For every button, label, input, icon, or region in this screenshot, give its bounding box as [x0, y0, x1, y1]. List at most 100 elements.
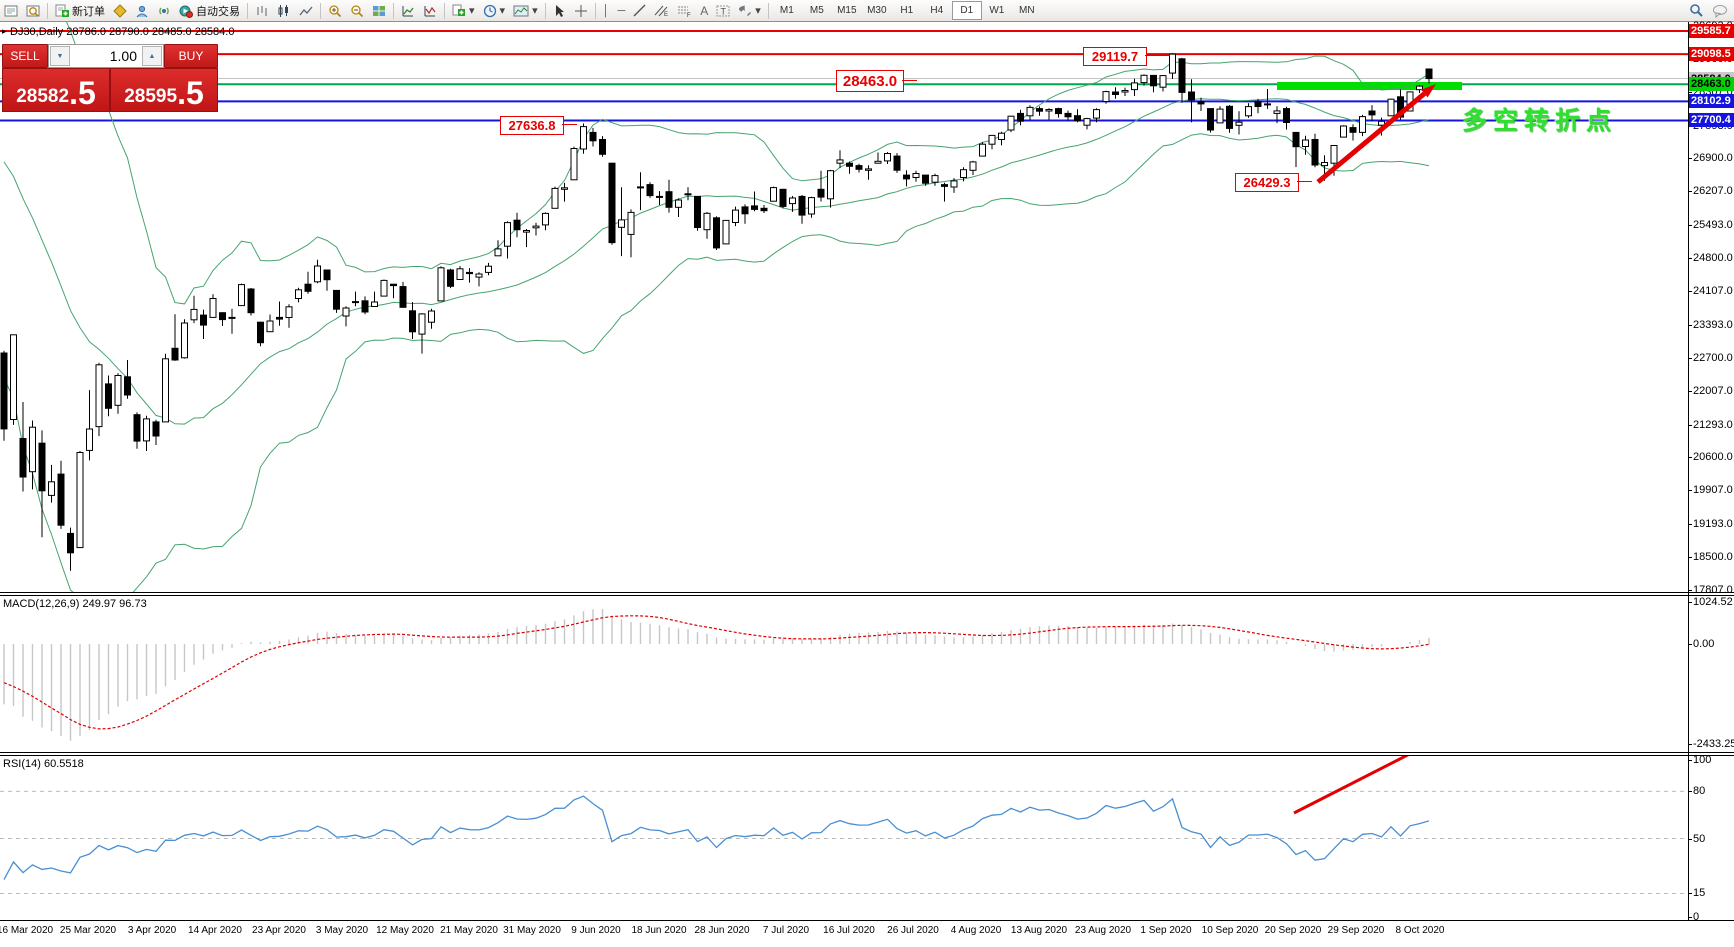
chart-template-gold-icon[interactable] — [109, 1, 131, 20]
timeframe-m15[interactable]: M15 — [837, 5, 857, 16]
pane-separator[interactable] — [0, 592, 1734, 593]
candles-group[interactable] — [0, 53, 1433, 571]
macd-signal-line[interactable] — [3, 615, 1430, 730]
pane-separator[interactable] — [0, 755, 1734, 756]
date-tick: 23 Apr 2020 — [252, 925, 306, 936]
axis-tickmark — [1688, 425, 1692, 426]
sell-button[interactable]: SELL — [2, 44, 48, 68]
search-icon[interactable] — [1689, 3, 1704, 18]
auto-trading-button[interactable]: 自动交易 — [175, 1, 244, 20]
volume-decrease-button[interactable]: ▼ — [50, 46, 70, 66]
rsi-line[interactable] — [3, 795, 1430, 880]
timeframe-m5[interactable]: M5 — [809, 5, 824, 16]
axis-tickmark — [1688, 158, 1692, 159]
timeframe-h1[interactable]: H1 — [900, 5, 914, 16]
periods-clock-icon[interactable]: ▾ — [479, 1, 510, 20]
trendline-arrow-rsi[interactable] — [1293, 740, 1437, 815]
indicator-window-icon[interactable] — [397, 1, 419, 20]
equidistant-channel-tool-icon[interactable]: E — [650, 1, 673, 20]
volume-stepper[interactable]: ▼ 1.00 ▲ — [48, 44, 164, 68]
price-annotation-box[interactable]: 29119.7 — [1083, 47, 1147, 66]
template-picker-icon[interactable]: ▾ — [509, 1, 542, 20]
axis-tickmark — [1688, 744, 1692, 745]
arrows-tool-icon[interactable]: ▾ — [735, 1, 765, 20]
date-tick: 13 Aug 2020 — [1010, 925, 1068, 936]
pane-separator[interactable] — [0, 920, 1734, 921]
price-tick: 19907.0 — [1693, 484, 1733, 496]
price-level-badge: 29585.7 — [1689, 24, 1734, 38]
date-tick: 3 May 2020 — [315, 925, 369, 936]
timeframe-m1[interactable]: M1 — [779, 5, 794, 16]
price-annotation-tail — [562, 124, 577, 125]
buy-button[interactable]: BUY — [164, 44, 218, 68]
data-window-icon[interactable] — [22, 1, 44, 20]
volume-value[interactable]: 1.00 — [109, 48, 137, 64]
chart-marker-icon: ▸ — [2, 26, 7, 36]
main-pane[interactable] — [0, 22, 1688, 607]
axis-tickmark — [1688, 490, 1692, 491]
price-annotation-box[interactable]: 26429.3 — [1235, 173, 1299, 192]
zoom-out-icon[interactable] — [346, 1, 368, 20]
sell-price-whole: 28582 — [16, 86, 70, 107]
rsi-tick: 100 — [1693, 754, 1712, 766]
crosshair-tool-icon[interactable] — [570, 1, 592, 20]
timeframe-h4[interactable]: H4 — [930, 5, 944, 16]
bollinger-middle-band[interactable] — [3, 98, 1430, 425]
price-tick: 24800.0 — [1693, 252, 1733, 264]
sell-price-box[interactable]: 28582.5 — [2, 68, 110, 112]
price-tick: 26207.0 — [1693, 185, 1733, 197]
timeframe-w1[interactable]: W1 — [989, 5, 1005, 16]
market-watch-icon[interactable] — [0, 1, 22, 20]
date-tick: 25 Mar 2020 — [59, 925, 117, 936]
text-label-tool-icon[interactable]: T — [712, 1, 735, 20]
price-annotation-box[interactable]: 28463.0 — [836, 70, 904, 92]
pane-separator[interactable] — [0, 595, 1734, 596]
trendline-tool-icon[interactable] — [629, 1, 650, 20]
price-tick: 22007.0 — [1693, 385, 1733, 397]
price-annotation-box[interactable]: 27636.8 — [500, 116, 564, 135]
tile-windows-icon[interactable] — [368, 1, 390, 20]
candlestick-mode-icon[interactable] — [273, 1, 295, 20]
highlight-rectangle[interactable] — [1277, 82, 1462, 90]
turning-point-annotation[interactable]: 多空转折点 — [1462, 107, 1618, 135]
macd-pane[interactable] — [3, 609, 1430, 741]
chevron-down-icon: ▾ — [499, 5, 506, 17]
axis-tickmark — [1688, 391, 1692, 392]
timeframe-d1[interactable]: D1 — [951, 1, 982, 20]
timeframe-m30[interactable]: M30 — [867, 5, 887, 16]
vertical-line-tool-icon[interactable]: │ — [602, 4, 610, 17]
zoom-in-icon[interactable] — [324, 1, 346, 20]
axis-tickmark — [1688, 457, 1692, 458]
line-chart-mode-icon[interactable] — [295, 1, 317, 20]
date-tick: 23 Aug 2020 — [1074, 925, 1132, 936]
indicator-list-icon[interactable] — [419, 1, 441, 20]
chart-canvas[interactable] — [0, 22, 1734, 920]
rsi-pane[interactable] — [0, 740, 1688, 894]
horizontal-line-tool-icon[interactable]: ─ — [617, 4, 626, 17]
bar-chart-mode-icon[interactable] — [251, 1, 273, 20]
volume-increase-button[interactable]: ▲ — [142, 46, 162, 66]
macd-tick: 0.00 — [1693, 638, 1715, 650]
text-tool-icon[interactable]: A — [700, 3, 709, 18]
axis-tickmark — [1688, 602, 1692, 603]
date-tick: 9 Jun 2020 — [571, 925, 621, 936]
date-tick: 3 Apr 2020 — [127, 925, 177, 936]
toolbar-right-group — [1689, 0, 1728, 21]
pane-separator[interactable] — [0, 752, 1734, 753]
buy-price-box[interactable]: 28595.5 — [110, 68, 218, 112]
new-order-button[interactable]: 新订单 — [51, 1, 109, 20]
svg-text:E: E — [664, 12, 668, 17]
metaeditor-icon[interactable] — [131, 1, 153, 20]
add-indicator-button[interactable]: ▾ — [448, 1, 479, 20]
fibonacci-tool-icon[interactable]: F — [673, 1, 696, 20]
chat-icon[interactable] — [1712, 4, 1728, 18]
price-level-badge: 27700.4 — [1689, 113, 1734, 127]
price-tick: 19193.0 — [1693, 518, 1733, 530]
trendline-arrow-main[interactable] — [1316, 84, 1436, 184]
bollinger-lower-band[interactable] — [3, 133, 1430, 607]
signals-icon[interactable] — [153, 1, 175, 20]
timeframe-mn[interactable]: MN — [1019, 5, 1035, 16]
cursor-tool-icon[interactable] — [549, 1, 570, 20]
axis-border — [1688, 22, 1689, 920]
price-level-badge: 28102.9 — [1689, 94, 1734, 108]
